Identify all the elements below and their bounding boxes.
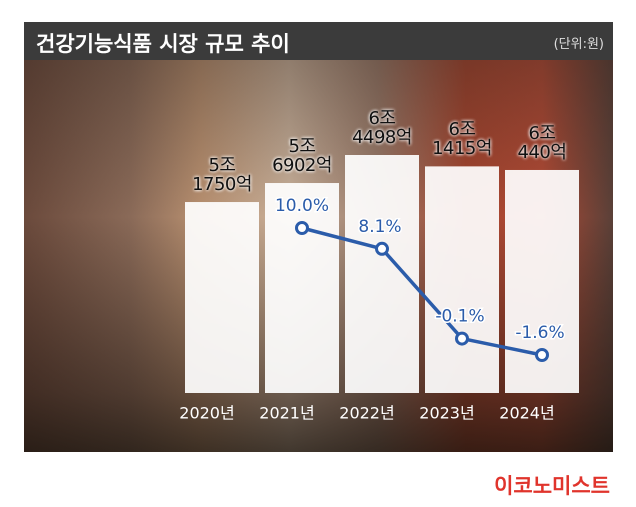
line-point (535, 348, 549, 362)
unit-label: (단위:원) (553, 37, 604, 52)
bar-value-label: 5조 1750억 (192, 155, 252, 196)
source: 이코노미스트 (494, 474, 610, 498)
bar-value-label: 6조 440억 (517, 122, 567, 163)
bar (425, 166, 499, 393)
x-tick-label: 2024년 (499, 404, 554, 423)
x-tick-label: 2023년 (419, 404, 474, 423)
x-tick-label: 2022년 (339, 404, 394, 423)
bar (345, 155, 419, 393)
line-value-label: 10.0% (275, 196, 329, 216)
bar (185, 202, 259, 393)
bar-value-label: 6조 1415억 (432, 119, 492, 160)
line-point (375, 241, 389, 256)
x-tick-label: 2021년 (259, 404, 314, 423)
line-value-label: 8.1% (358, 217, 401, 237)
bar (265, 183, 339, 393)
bar-value-label: 6조 4498억 (352, 108, 412, 148)
chart-title: 건강기능식품 시장 규모 추이 (36, 32, 290, 56)
bar-value-label: 5조 6902억 (272, 136, 332, 177)
line-point (295, 221, 309, 235)
line (301, 226, 543, 357)
x-tick-label: 2020년 (179, 404, 234, 423)
line-value-label: -0.1% (435, 307, 484, 327)
header-bar (24, 22, 613, 60)
line-point (455, 331, 469, 346)
line-value-label: -1.6% (515, 323, 564, 343)
